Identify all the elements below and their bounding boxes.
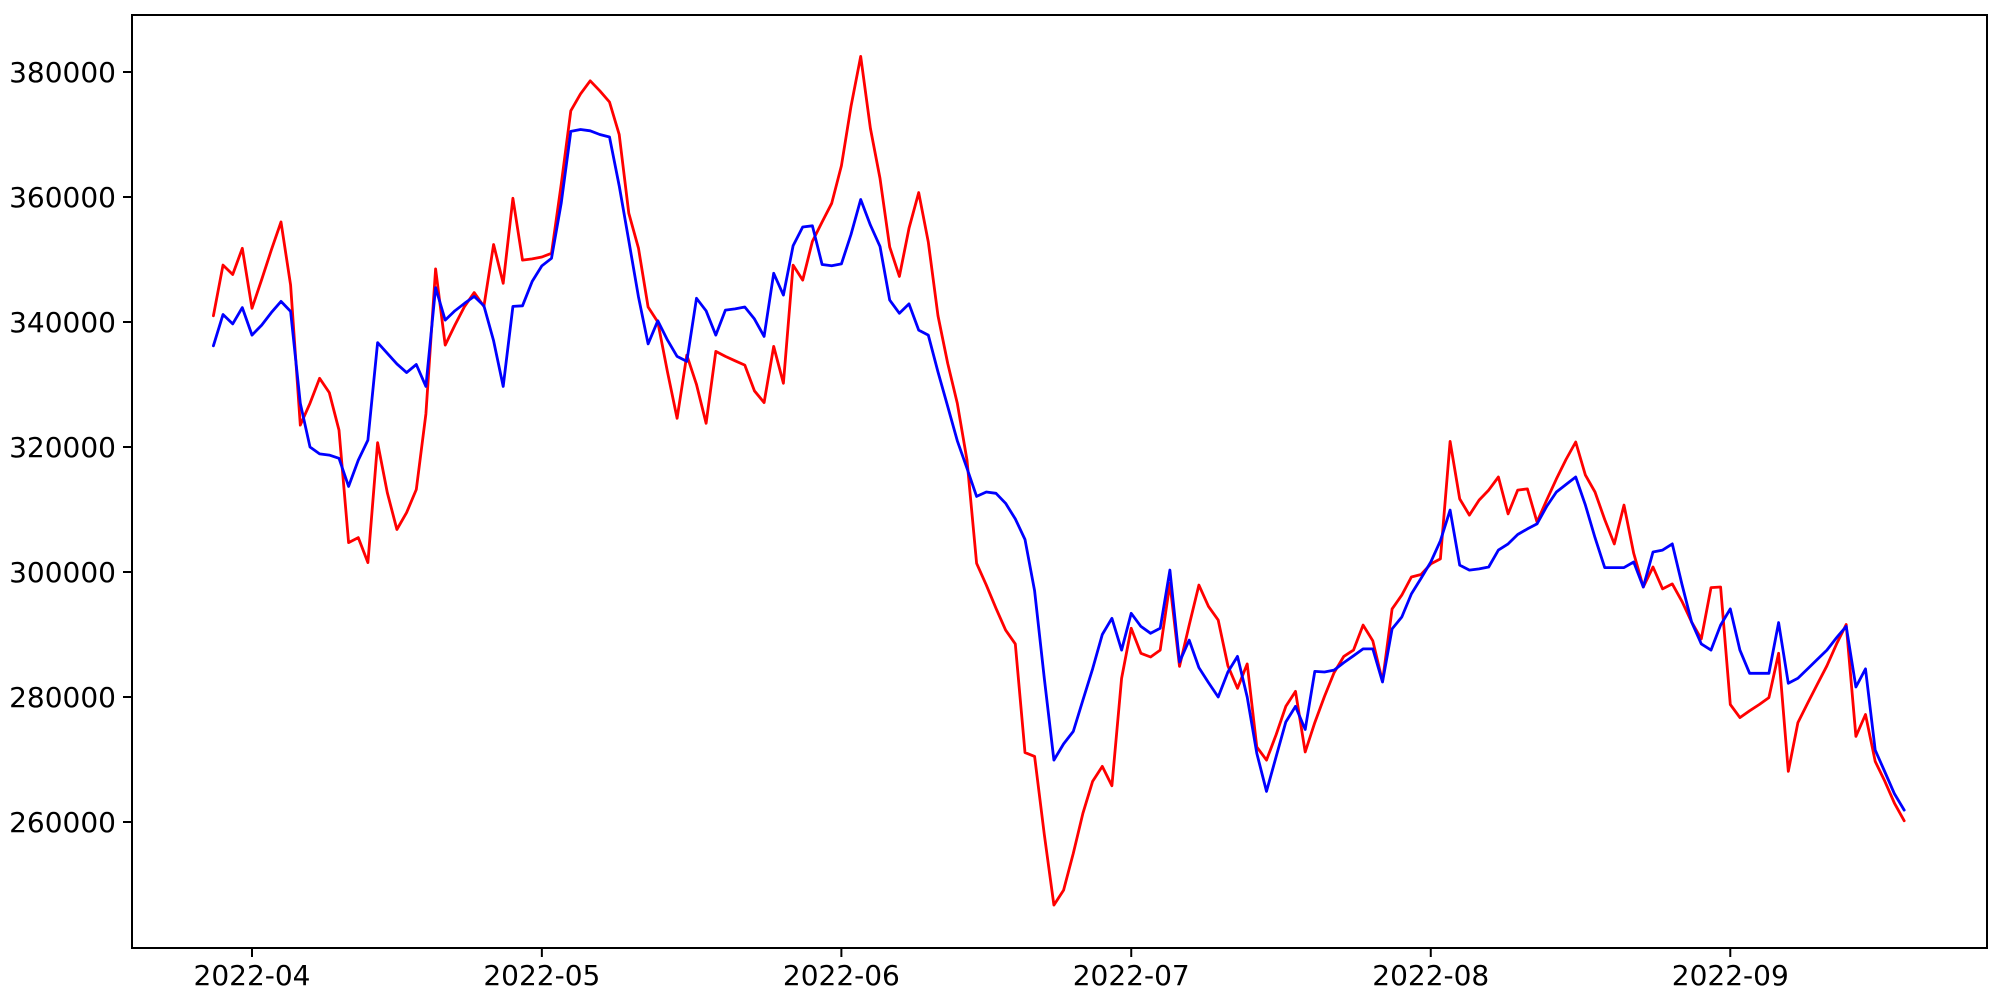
x-tick-label: 2022-06 [783, 959, 900, 992]
y-tick-label: 340000 [9, 306, 116, 339]
plot-area [131, 14, 1988, 949]
x-tick-label: 2022-04 [194, 959, 311, 992]
y-tick-label: 360000 [9, 181, 116, 214]
y-tick-label: 260000 [9, 806, 116, 839]
y-tick-label: 320000 [9, 431, 116, 464]
series-line-blue [211, 128, 1906, 812]
plot-background [132, 15, 1987, 948]
series-group [211, 55, 1906, 907]
y-tick-label: 380000 [9, 56, 116, 89]
x-axis: 2022-04 2022-05 2022-06 2022-07 2022-08 2022-… [194, 948, 1789, 992]
y-tick-label: 280000 [9, 681, 116, 714]
x-tick-label: 2022-09 [1672, 959, 1789, 992]
x-tick-label: 2022-05 [483, 959, 600, 992]
series-line-red [211, 55, 1906, 907]
y-tick-label: 300000 [9, 556, 116, 589]
axes-spines [131, 14, 1988, 949]
x-tick-label: 2022-08 [1372, 959, 1489, 992]
x-tick-label: 2022-07 [1073, 959, 1190, 992]
y-axis: 260000 280000 300000 320000 340000 360000 3800… [9, 56, 132, 839]
